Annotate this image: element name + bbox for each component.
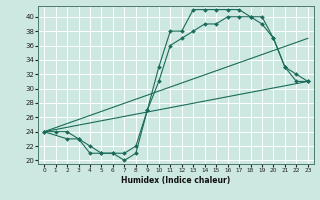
- X-axis label: Humidex (Indice chaleur): Humidex (Indice chaleur): [121, 176, 231, 185]
